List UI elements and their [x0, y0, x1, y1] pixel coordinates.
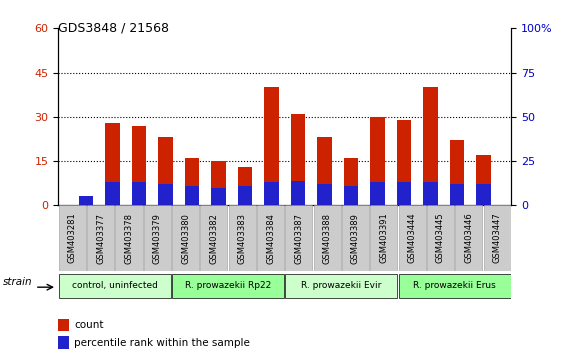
Text: R. prowazekii Evir: R. prowazekii Evir: [301, 281, 382, 290]
FancyBboxPatch shape: [427, 205, 454, 271]
Text: GSM403391: GSM403391: [379, 213, 388, 263]
Bar: [450, 141, 464, 205]
Bar: [423, 87, 437, 205]
Bar: [105, 123, 120, 205]
Bar: [211, 161, 226, 205]
Text: GSM403446: GSM403446: [464, 213, 474, 263]
Bar: [158, 184, 173, 205]
Bar: [343, 186, 358, 205]
Bar: [132, 126, 146, 205]
FancyBboxPatch shape: [285, 274, 397, 298]
Text: GSM403384: GSM403384: [266, 213, 275, 263]
Text: GDS3848 / 21568: GDS3848 / 21568: [58, 21, 169, 34]
Text: GSM403387: GSM403387: [295, 212, 303, 264]
Text: GSM403379: GSM403379: [153, 213, 162, 263]
FancyBboxPatch shape: [172, 274, 284, 298]
Bar: [370, 117, 385, 205]
Text: GSM403378: GSM403378: [124, 212, 134, 264]
FancyBboxPatch shape: [285, 205, 313, 271]
Text: GSM403444: GSM403444: [408, 213, 417, 263]
Bar: [397, 182, 411, 205]
Text: GSM403382: GSM403382: [209, 213, 218, 263]
Text: GSM403445: GSM403445: [436, 213, 445, 263]
Bar: [290, 114, 305, 205]
FancyBboxPatch shape: [399, 205, 426, 271]
FancyBboxPatch shape: [58, 319, 70, 331]
FancyBboxPatch shape: [58, 336, 70, 349]
FancyBboxPatch shape: [483, 205, 511, 271]
Text: percentile rank within the sample: percentile rank within the sample: [74, 338, 250, 348]
Bar: [78, 202, 94, 205]
Text: GSM403389: GSM403389: [351, 213, 360, 263]
FancyBboxPatch shape: [257, 205, 284, 271]
FancyBboxPatch shape: [59, 205, 86, 271]
Text: GSM403380: GSM403380: [181, 213, 190, 263]
Bar: [264, 182, 279, 205]
Text: count: count: [74, 320, 103, 330]
Bar: [423, 182, 437, 205]
FancyBboxPatch shape: [115, 205, 142, 271]
Bar: [158, 137, 173, 205]
Text: strain: strain: [3, 277, 33, 287]
FancyBboxPatch shape: [455, 205, 482, 271]
Bar: [264, 87, 279, 205]
Text: control, uninfected: control, uninfected: [72, 281, 157, 290]
Bar: [211, 188, 226, 205]
Bar: [317, 137, 332, 205]
FancyBboxPatch shape: [144, 205, 171, 271]
Text: GSM403447: GSM403447: [493, 213, 501, 263]
Bar: [185, 158, 199, 205]
Text: GSM403281: GSM403281: [68, 213, 77, 263]
Bar: [132, 182, 146, 205]
Bar: [238, 186, 252, 205]
FancyBboxPatch shape: [200, 205, 228, 271]
Bar: [450, 184, 464, 205]
Text: R. prowazekii Rp22: R. prowazekii Rp22: [185, 281, 271, 290]
Bar: [317, 184, 332, 205]
Bar: [476, 184, 491, 205]
Text: GSM403388: GSM403388: [322, 212, 332, 264]
FancyBboxPatch shape: [342, 205, 369, 271]
Text: R. prowazekii Erus: R. prowazekii Erus: [413, 281, 496, 290]
FancyBboxPatch shape: [399, 274, 511, 298]
Text: GSM403383: GSM403383: [238, 212, 247, 264]
FancyBboxPatch shape: [59, 274, 171, 298]
Bar: [290, 181, 305, 205]
FancyBboxPatch shape: [228, 205, 256, 271]
FancyBboxPatch shape: [370, 205, 397, 271]
FancyBboxPatch shape: [314, 205, 341, 271]
Bar: [105, 182, 120, 205]
FancyBboxPatch shape: [172, 205, 199, 271]
Bar: [238, 167, 252, 205]
Bar: [370, 182, 385, 205]
Bar: [185, 186, 199, 205]
Bar: [397, 120, 411, 205]
Text: GSM403377: GSM403377: [96, 212, 105, 264]
FancyBboxPatch shape: [87, 205, 114, 271]
Bar: [343, 158, 358, 205]
Bar: [476, 155, 491, 205]
Bar: [78, 196, 94, 205]
